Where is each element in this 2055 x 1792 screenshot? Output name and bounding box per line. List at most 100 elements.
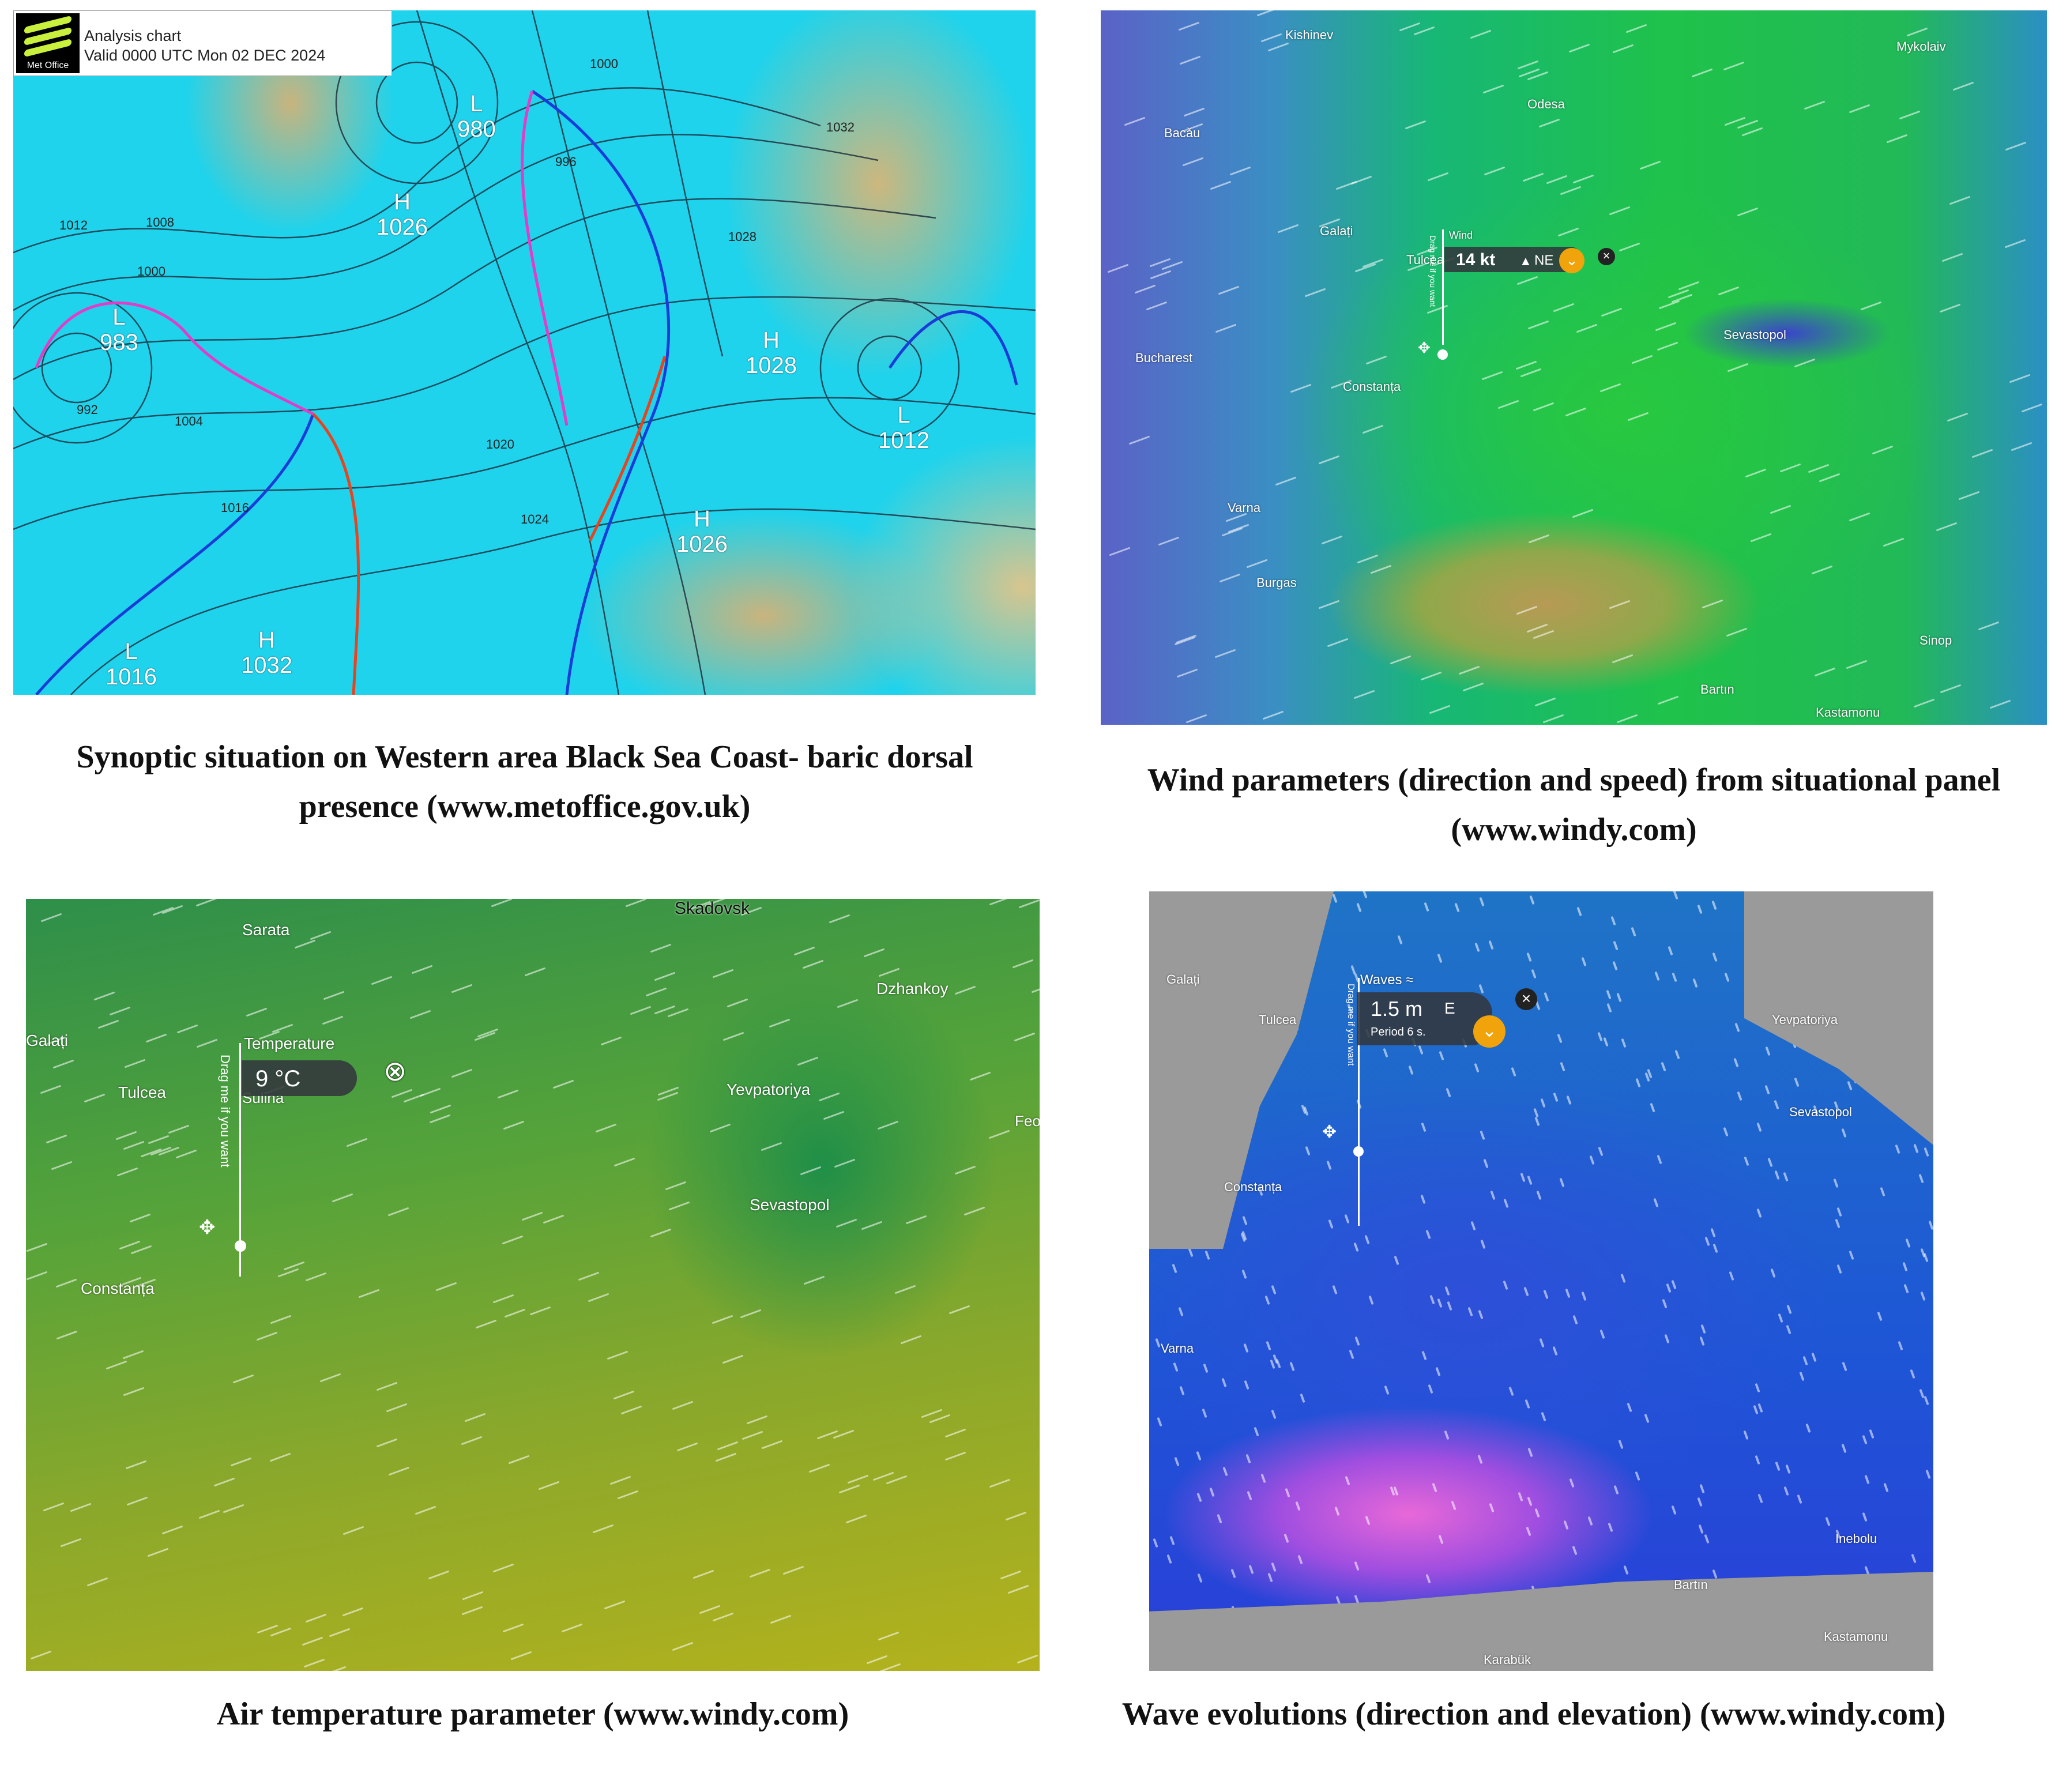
- picker-dot[interactable]: [235, 1240, 246, 1252]
- flow-particle: [1883, 1482, 1889, 1492]
- flow-particle: [1552, 1346, 1558, 1356]
- flow-particle: [1432, 1483, 1437, 1493]
- flow-particle: [717, 1441, 739, 1451]
- isobar-label: 1028: [728, 229, 756, 244]
- flow-particle: [1775, 1461, 1781, 1471]
- place-label: Varna: [1161, 1341, 1194, 1356]
- flow-particle: [1621, 1038, 1627, 1048]
- flow-particle: [1745, 469, 1767, 478]
- flow-particle: [1712, 953, 1718, 962]
- flow-particle: [1177, 1307, 1184, 1317]
- picker-dot[interactable]: [1437, 349, 1448, 360]
- flow-particle: [306, 1272, 327, 1282]
- temperature-popup[interactable]: 9 °C: [242, 1060, 357, 1096]
- flow-particle: [497, 1089, 519, 1098]
- place-label: Inebolu: [1835, 1531, 1877, 1546]
- flow-particle: [1503, 1198, 1509, 1208]
- flow-particle: [475, 1319, 497, 1329]
- flow-particle: [1697, 904, 1703, 914]
- flow-particle: [1662, 1298, 1668, 1308]
- flow-particle: [1736, 1091, 1742, 1101]
- flow-particle: [1480, 1239, 1486, 1249]
- flow-particle: [672, 1642, 694, 1651]
- flow-particle: [1631, 927, 1636, 936]
- move-icon[interactable]: ✥: [1322, 1123, 1337, 1142]
- expand-chevron-icon[interactable]: ⌄: [1473, 1015, 1506, 1048]
- expand-chevron-icon[interactable]: ⌄: [1559, 248, 1584, 273]
- flow-particle: [676, 1442, 698, 1452]
- flow-particle: [1179, 55, 1201, 65]
- waves-popup[interactable]: 1.5 m E Period 6 s.: [1357, 992, 1492, 1045]
- flow-particle: [797, 1056, 819, 1066]
- flow-particle: [1124, 116, 1146, 126]
- flow-particle: [1847, 1081, 1853, 1090]
- flow-particle: [1454, 902, 1460, 913]
- pressure-high-1028: H 1028: [746, 327, 797, 378]
- close-icon[interactable]: ⊗: [383, 1056, 407, 1087]
- flow-particle: [1393, 1256, 1399, 1266]
- flow-particle: [1941, 253, 1963, 262]
- flow-particle: [392, 1089, 413, 1098]
- flow-particle: [1031, 984, 1040, 993]
- flow-particle: [1196, 1493, 1202, 1503]
- flow-particle: [1861, 1512, 1868, 1522]
- flow-particle: [270, 1627, 292, 1637]
- flow-particle: [1887, 134, 1908, 144]
- move-icon[interactable]: ✥: [1418, 339, 1431, 356]
- flow-particle: [257, 1624, 278, 1634]
- flow-particle: [1242, 1215, 1248, 1225]
- move-icon[interactable]: ✥: [199, 1217, 216, 1238]
- flow-particle: [1924, 1395, 1929, 1405]
- flow-particle: [371, 976, 392, 985]
- flow-particle: [1332, 1285, 1338, 1294]
- flow-particle: [1267, 1572, 1273, 1583]
- flow-particle: [1327, 638, 1348, 647]
- flow-particle: [1349, 1350, 1354, 1360]
- flow-particle: [1219, 573, 1241, 583]
- flow-particle: [1354, 1336, 1360, 1346]
- flow-particle: [1664, 1334, 1670, 1344]
- flow-particle: [1576, 323, 1598, 333]
- flow-particle: [1328, 1219, 1334, 1229]
- close-icon[interactable]: ×: [1598, 248, 1615, 265]
- flow-particle: [1666, 1283, 1672, 1293]
- flow-particle: [1185, 714, 1207, 724]
- flow-particle: [667, 1008, 689, 1018]
- flow-particle: [1520, 368, 1542, 378]
- flow-particle: [115, 1131, 137, 1140]
- flow-particle: [614, 1157, 635, 1167]
- flow-particle: [1565, 1289, 1571, 1298]
- flow-particle: [84, 1093, 106, 1103]
- close-icon[interactable]: ×: [1515, 988, 1537, 1010]
- picker-dot[interactable]: [1353, 1146, 1364, 1157]
- flow-particle: [749, 1568, 771, 1578]
- flow-particle: [123, 1387, 145, 1396]
- flow-particle: [1497, 400, 1519, 409]
- flow-particle: [323, 991, 345, 1000]
- flow-particle: [835, 1218, 857, 1228]
- flow-particle: [1911, 1554, 1917, 1564]
- flow-particle: [863, 948, 885, 958]
- flow-particle: [761, 1142, 782, 1151]
- flow-particle: [1723, 1127, 1729, 1137]
- flow-particle: [1284, 1533, 1289, 1543]
- flow-particle: [1444, 1430, 1450, 1440]
- flow-particle: [387, 1207, 409, 1217]
- flow-particle: [712, 1612, 734, 1622]
- flow-particle: [1742, 1430, 1749, 1440]
- place-label: Bartın: [1700, 682, 1734, 697]
- flow-particle: [1470, 1221, 1476, 1231]
- isobar-label: 992: [77, 402, 98, 417]
- pressure-low-983: L 983: [100, 304, 138, 355]
- flow-particle: [232, 1374, 254, 1383]
- flow-particle: [1658, 695, 1679, 705]
- flow-particle: [1841, 1128, 1847, 1138]
- flow-particle: [1525, 1399, 1530, 1409]
- flow-particle: [1210, 180, 1232, 190]
- flow-particle: [1527, 1448, 1533, 1458]
- flow-particle: [1658, 300, 1680, 310]
- flow-particle: [415, 1505, 436, 1515]
- flow-particle: [1674, 1049, 1680, 1059]
- flow-particle: [1488, 940, 1494, 950]
- flow-particle: [1161, 261, 1183, 270]
